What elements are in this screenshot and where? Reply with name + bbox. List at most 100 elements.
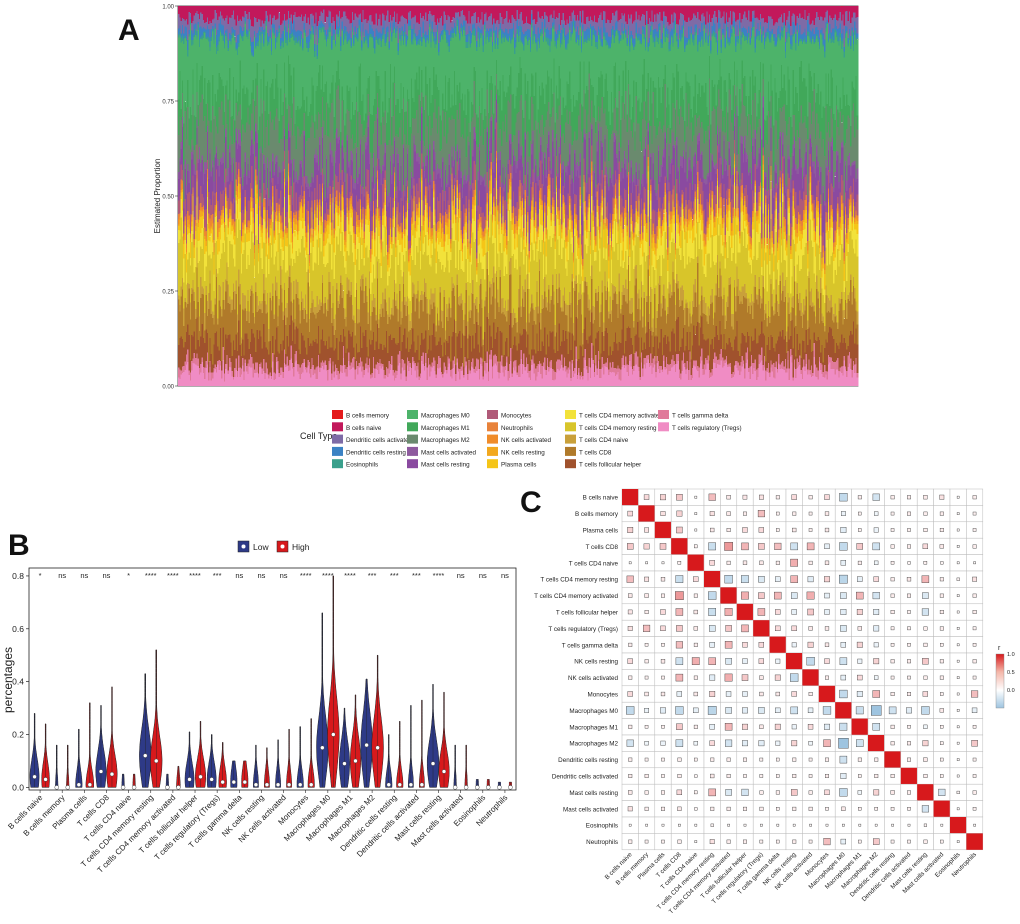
stack-segment [319,353,321,368]
stack-segment [315,222,317,228]
stack-segment [389,228,392,245]
stack-segment [447,260,449,309]
stack-segment [281,42,283,116]
stack-segment [468,199,470,204]
stack-segment [270,375,273,380]
stack-segment [370,249,372,255]
stack-segment [247,339,249,364]
stack-segment [444,370,447,386]
stack-segment [468,360,470,369]
stack-segment [198,374,201,386]
stack-segment [427,43,430,116]
stack-segment [370,272,372,295]
stack-segment [299,30,302,44]
stack-segment [389,156,392,162]
stack-segment [382,208,384,211]
stack-segment [331,380,333,386]
stack-segment [409,366,412,386]
stack-segment [359,202,362,206]
stack-segment [436,363,439,368]
stack-segment [425,47,427,67]
stack-segment [280,138,282,170]
stack-segment [361,50,363,102]
stack-segment [294,344,296,355]
stack-segment [277,221,279,226]
stack-segment [334,174,337,198]
stack-segment [268,354,270,375]
stack-segment [469,283,472,311]
stack-segment [265,243,268,257]
stack-segment [195,23,197,30]
stack-segment [413,201,415,211]
stack-segment [306,272,308,314]
stack-segment [263,219,265,243]
stack-segment [204,238,206,255]
stack-segment [427,239,430,246]
stack-segment [197,358,200,366]
stack-segment [243,294,245,311]
panel-a-ylabel: Estimated Proportion [153,159,162,234]
stack-segment [447,218,449,223]
stack-segment [294,319,296,330]
stack-segment [269,6,272,15]
stack-segment [329,358,332,364]
stack-segment [464,303,466,315]
stack-segment [357,111,359,148]
stack-segment [181,25,184,36]
stack-segment [198,367,201,375]
stack-segment [346,277,349,295]
stack-segment [327,380,329,386]
stack-segment [452,32,455,38]
stack-segment [456,144,459,152]
stack-segment [389,196,392,218]
stack-segment [404,218,406,229]
stack-segment [256,33,259,43]
stack-segment [266,187,269,210]
stack-segment [433,14,435,32]
stack-segment [244,197,247,200]
stack-segment [435,273,438,326]
stack-segment [208,222,210,229]
stack-segment [315,338,317,368]
stack-segment [401,358,404,368]
stack-segment [196,92,198,120]
stack-segment [274,48,277,50]
stack-segment [289,33,291,39]
stack-segment [375,369,378,386]
stack-segment [328,282,330,337]
stack-segment [323,232,325,237]
stack-segment [269,297,272,342]
stack-segment [314,188,316,200]
stack-segment [232,291,235,341]
stack-segment [205,246,208,252]
stack-segment [325,202,328,221]
stack-segment [333,6,336,22]
stack-segment [371,182,374,217]
stack-segment [363,257,366,266]
stack-segment [196,267,198,318]
stack-segment [210,6,213,24]
stack-segment [281,230,283,248]
stack-segment [453,241,456,286]
stack-segment [408,203,410,210]
stack-segment [433,112,435,142]
stack-segment [355,343,358,361]
stack-segment [307,52,310,116]
stack-segment [231,27,234,34]
stack-segment [252,217,255,224]
stack-segment [272,23,274,29]
stack-segment [396,147,398,155]
stack-segment [231,244,234,300]
stack-segment [208,216,210,223]
stack-segment [183,282,185,309]
stack-segment [363,303,366,337]
stack-segment [405,6,408,19]
stack-segment [252,377,255,386]
stack-segment [443,136,446,191]
stack-segment [400,226,402,229]
stack-segment [452,166,455,189]
stack-segment [383,298,385,317]
stack-segment [282,259,285,312]
stack-segment [189,380,192,386]
stack-segment [446,304,448,317]
